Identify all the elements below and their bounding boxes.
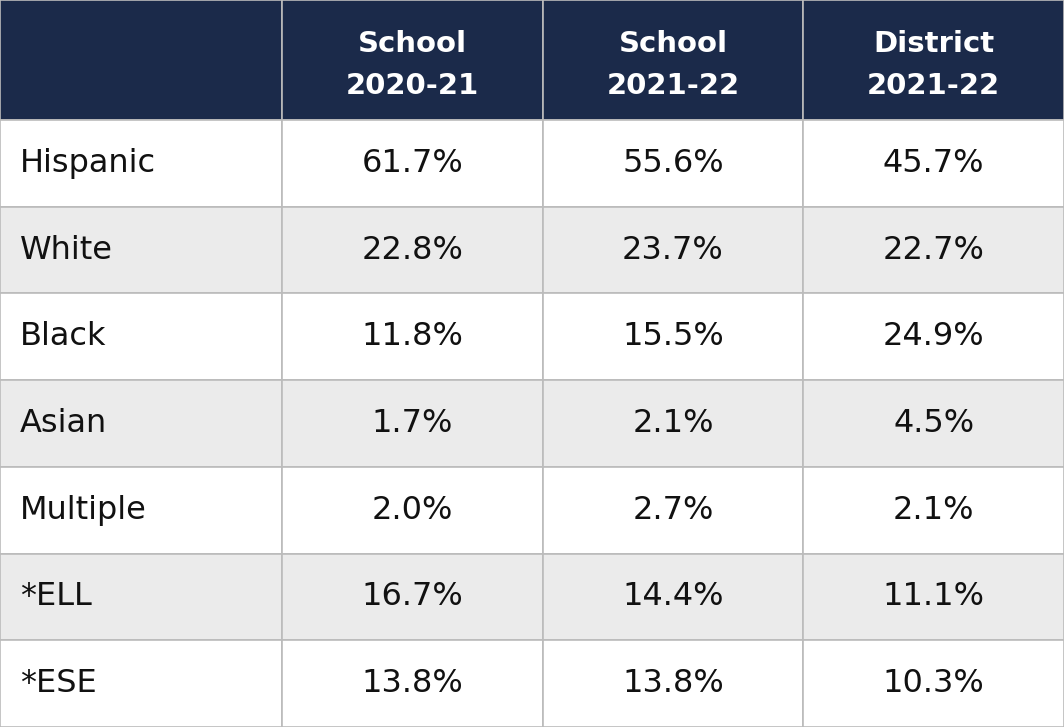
Text: 2.0%: 2.0% <box>371 494 453 526</box>
Text: 15.5%: 15.5% <box>622 321 724 353</box>
Bar <box>282 294 543 380</box>
Text: 16.7%: 16.7% <box>362 582 463 612</box>
Text: *ESE: *ESE <box>20 668 97 699</box>
Text: 2.7%: 2.7% <box>632 494 714 526</box>
Text: 2.1%: 2.1% <box>632 408 714 439</box>
Text: District: District <box>874 31 994 58</box>
Bar <box>282 640 543 727</box>
Text: 14.4%: 14.4% <box>622 582 724 612</box>
Bar <box>282 0 543 120</box>
Text: 10.3%: 10.3% <box>883 668 984 699</box>
Bar <box>543 206 803 294</box>
Bar <box>282 467 543 553</box>
Text: 23.7%: 23.7% <box>622 235 724 265</box>
Text: 1.7%: 1.7% <box>371 408 453 439</box>
Bar <box>0 380 282 467</box>
Text: 11.8%: 11.8% <box>362 321 463 353</box>
Bar <box>543 0 803 120</box>
Bar <box>282 380 543 467</box>
Bar <box>0 553 282 640</box>
Text: 11.1%: 11.1% <box>883 582 984 612</box>
Text: Hispanic: Hispanic <box>20 148 155 179</box>
Bar <box>803 206 1064 294</box>
Text: 2020-21: 2020-21 <box>346 73 479 100</box>
Text: 22.8%: 22.8% <box>362 235 463 265</box>
Bar <box>282 206 543 294</box>
Text: Black: Black <box>20 321 106 353</box>
Text: 2.1%: 2.1% <box>893 494 975 526</box>
Bar <box>803 467 1064 553</box>
Text: White: White <box>20 235 113 265</box>
Bar <box>543 640 803 727</box>
Bar <box>543 294 803 380</box>
Text: School: School <box>358 31 467 58</box>
Text: 13.8%: 13.8% <box>362 668 463 699</box>
Text: 22.7%: 22.7% <box>883 235 984 265</box>
Text: 55.6%: 55.6% <box>622 148 724 179</box>
Bar <box>803 640 1064 727</box>
Text: 45.7%: 45.7% <box>883 148 984 179</box>
Bar <box>543 553 803 640</box>
Text: *ELL: *ELL <box>20 582 92 612</box>
Text: Asian: Asian <box>20 408 107 439</box>
Bar <box>282 120 543 206</box>
Text: School: School <box>618 31 728 58</box>
Text: 13.8%: 13.8% <box>622 668 724 699</box>
Text: 2021-22: 2021-22 <box>606 73 739 100</box>
Bar <box>0 294 282 380</box>
Bar <box>803 380 1064 467</box>
Bar <box>543 380 803 467</box>
Text: 4.5%: 4.5% <box>893 408 975 439</box>
Bar <box>0 640 282 727</box>
Bar <box>0 0 282 120</box>
Text: 61.7%: 61.7% <box>362 148 463 179</box>
Bar <box>803 553 1064 640</box>
Bar <box>282 553 543 640</box>
Bar <box>0 206 282 294</box>
Bar <box>0 120 282 206</box>
Text: 2021-22: 2021-22 <box>867 73 1000 100</box>
Bar <box>543 467 803 553</box>
Bar <box>803 294 1064 380</box>
Bar <box>803 120 1064 206</box>
Text: Multiple: Multiple <box>20 494 147 526</box>
Bar <box>803 0 1064 120</box>
Bar <box>543 120 803 206</box>
Text: 24.9%: 24.9% <box>883 321 984 353</box>
Bar <box>0 467 282 553</box>
